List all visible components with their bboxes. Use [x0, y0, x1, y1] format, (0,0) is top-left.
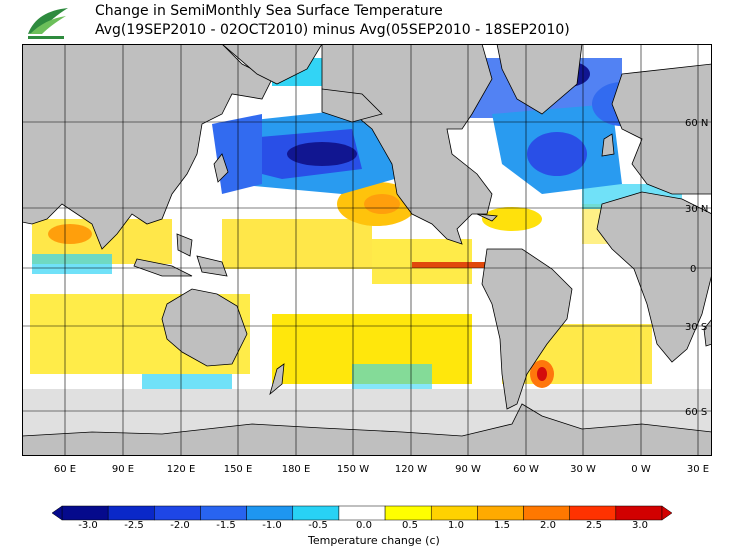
colorbar-tick: -1.5: [216, 520, 236, 531]
colorbar-cell: [384, 505, 432, 521]
colorbar-tick: 1.5: [494, 520, 510, 531]
colorbar: [52, 505, 672, 521]
antarctica: [22, 403, 712, 456]
colorbar-tick: 2.5: [586, 520, 602, 531]
lon-label: 120 E: [167, 464, 196, 475]
lon-label: 90 E: [112, 464, 134, 475]
colorbar-tick: -1.0: [262, 520, 282, 531]
colorbar-tick: -2.5: [124, 520, 144, 531]
lon-labels: 60 E 90 E 120 E 150 E 180 E 150 W 120 W …: [54, 464, 709, 475]
colorbar-tick: -3.0: [78, 520, 98, 531]
europe: [611, 63, 712, 195]
south-america: [481, 248, 573, 410]
colorbar-cell: [292, 505, 340, 521]
graticule: [22, 44, 712, 456]
colorbar-cell: [200, 505, 247, 521]
colorbar-cell: [569, 505, 617, 521]
lon-label: 120 W: [395, 464, 427, 475]
lon-label: 0 W: [631, 464, 651, 475]
colorbar-cell: [523, 505, 570, 521]
lat-label: 60 S: [685, 407, 707, 418]
chart-subtitle: Avg(19SEP2010 - 02OCT2010) minus Avg(05S…: [95, 22, 570, 38]
lon-label: 90 W: [455, 464, 481, 475]
colorbar-cell: [154, 505, 201, 521]
colorbar-cell: [338, 505, 386, 521]
lon-label: 60 E: [54, 464, 76, 475]
lon-label: 30 E: [687, 464, 709, 475]
colorbar-cell: [477, 505, 524, 521]
colorbar-cell: [615, 505, 663, 521]
lon-label: 180 E: [282, 464, 311, 475]
lon-label: 30 W: [570, 464, 596, 475]
north-america: [321, 44, 493, 245]
colorbar-tick: 0.5: [402, 520, 418, 531]
colorbar-cell: [61, 505, 109, 521]
chart-title: Change in SemiMonthly Sea Surface Temper…: [95, 3, 443, 19]
colorbar-cells: [61, 505, 663, 521]
colorbar-cell: [246, 505, 294, 521]
sst-change-map: 60 N 30 N 0 30 S 60 S: [22, 44, 712, 456]
colorbar-tick: -0.5: [308, 520, 328, 531]
colorbar-tick: 0.0: [356, 520, 372, 531]
lon-label: 150 E: [224, 464, 253, 475]
lat-label: 60 N: [685, 118, 708, 129]
colorbar-low-arrow: [52, 505, 63, 521]
leaf-logo-icon: [28, 8, 68, 39]
lat-label: 0: [690, 264, 696, 275]
colorbar-title: Temperature change (c): [308, 534, 440, 547]
greenland: [496, 44, 583, 115]
land: [22, 44, 712, 410]
colorbar-tick: 1.0: [448, 520, 464, 531]
colorbar-cell: [107, 505, 155, 521]
colorbar-tick: -2.0: [170, 520, 190, 531]
asia: [22, 44, 273, 250]
lat-label: 30 N: [685, 204, 708, 215]
colorbar-tick: 3.0: [632, 520, 648, 531]
australia: [161, 288, 248, 367]
lat-label: 30 S: [685, 322, 707, 333]
lon-label: 60 W: [513, 464, 539, 475]
africa: [596, 191, 712, 363]
colorbar-high-arrow: [661, 505, 672, 521]
colorbar-tick: 2.0: [540, 520, 556, 531]
lat-labels: 60 N 30 N 0 30 S 60 S: [685, 118, 708, 418]
colorbar-cell: [430, 505, 478, 521]
lon-label: 150 W: [337, 464, 369, 475]
